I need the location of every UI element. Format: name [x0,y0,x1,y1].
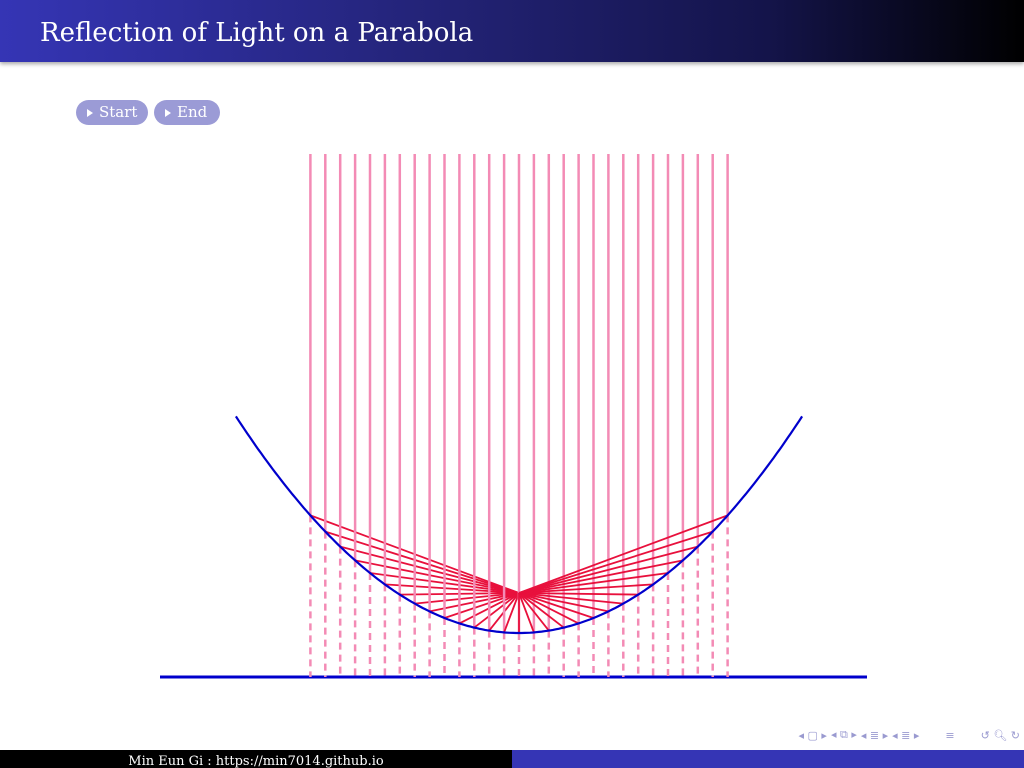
reflected-ray [414,592,520,605]
reflected-ray [518,592,550,632]
reflected-ray [518,592,580,625]
reflected-ray [518,572,669,594]
parabola-reflection-diagram [160,154,867,679]
reflected-ray [518,592,594,619]
beamer-navigation-bar: ◂ ▢ ▸ ◂ ⧉ ▸ ◂ ≣ ▸ ◂ ≣ ▸ ≡ ↺ 🔍︎ ↻ [795,726,1020,744]
reflected-ray [325,530,520,594]
slide-title: Reflection of Light on a Parabola [40,18,474,48]
subsection-icon[interactable]: ◂ ≣ ▸ [892,728,920,742]
first-icon[interactable]: ◂ ▢ ▸ [798,728,827,742]
start-label: Start [99,103,138,121]
parabola-curve [234,415,804,635]
reflected-ray [518,592,565,629]
search-icon[interactable]: ↺ 🔍︎ ↻ [980,728,1020,742]
reflected-ray [354,559,520,594]
start-button[interactable]: Start [76,100,148,125]
toc-icon[interactable]: ≡ [945,728,955,742]
play-icon [165,108,171,117]
slide-header: Reflection of Light on a Parabola [0,0,1024,62]
end-label: End [177,103,208,121]
reflected-ray [473,592,520,629]
reflected-ray [518,530,713,594]
reflected-ray [518,583,654,594]
footer-author: Min Eun Gi : https://min7014.github.io [0,750,512,768]
slide-footer: Min Eun Gi : https://min7014.github.io [0,750,1024,768]
reflected-ray [518,545,699,594]
play-icon [87,108,93,117]
footer-bar [512,750,1024,768]
reflected-ray [444,592,520,619]
reflected-ray [384,583,520,594]
end-button[interactable]: End [154,100,220,125]
reflected-ray [518,592,624,605]
reflected-ray [518,559,684,594]
reflected-ray [518,592,535,633]
reflected-ray [518,514,728,594]
reflected-ray [518,592,639,596]
reflected-ray [503,592,520,633]
frame-icon[interactable]: ◂ ⧉ ▸ [830,728,857,741]
reflected-ray [518,592,609,613]
section-icon[interactable]: ◂ ≣ ▸ [860,728,889,742]
